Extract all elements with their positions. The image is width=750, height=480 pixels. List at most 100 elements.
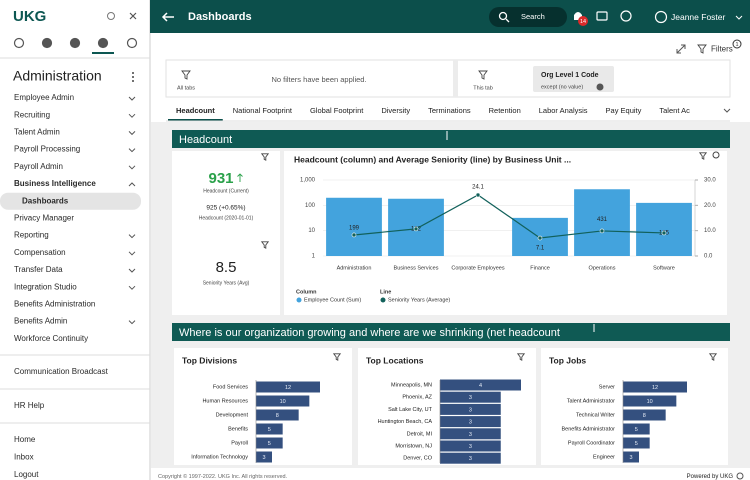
kpi-compare: 925 (+0.65%) bbox=[206, 205, 245, 212]
bar[interactable] bbox=[636, 202, 692, 256]
kebab-dot bbox=[132, 76, 134, 78]
menu-item[interactable]: Compensation bbox=[14, 248, 66, 257]
pin-icon[interactable] bbox=[107, 12, 115, 20]
menu-item[interactable]: Inbox bbox=[14, 453, 34, 462]
menu-item[interactable]: Reporting bbox=[14, 231, 49, 240]
tab[interactable]: Talent Ac bbox=[659, 106, 690, 115]
menu-item[interactable]: Payroll Admin bbox=[14, 162, 63, 171]
bar[interactable] bbox=[256, 409, 299, 421]
bar[interactable] bbox=[623, 409, 666, 421]
bar[interactable] bbox=[440, 391, 501, 403]
bar-label: 5 bbox=[635, 427, 638, 433]
nav-icon[interactable] bbox=[13, 37, 25, 49]
filter-scope: All tabs bbox=[177, 85, 195, 91]
menu-item[interactable]: Workforce Continuity bbox=[14, 334, 88, 343]
tab[interactable]: Pay Equity bbox=[606, 106, 642, 115]
tab[interactable]: National Footprint bbox=[233, 106, 293, 115]
bar-label: 3 bbox=[469, 407, 472, 413]
bar[interactable] bbox=[440, 403, 501, 415]
menu-item[interactable]: Recruiting bbox=[14, 110, 50, 119]
menu-item[interactable]: Benefits Administration bbox=[14, 300, 95, 309]
bar[interactable] bbox=[623, 381, 687, 393]
avatar-icon[interactable] bbox=[654, 10, 668, 24]
bar[interactable] bbox=[256, 423, 283, 435]
bar[interactable] bbox=[623, 423, 650, 435]
tab[interactable]: Terminations bbox=[428, 106, 471, 115]
filters-button[interactable]: Filters bbox=[711, 45, 733, 54]
nav-icon[interactable] bbox=[69, 37, 81, 49]
bar[interactable] bbox=[440, 428, 501, 440]
card-title: Top Jobs bbox=[549, 355, 586, 365]
filter-icon[interactable] bbox=[332, 353, 342, 361]
filter-icon[interactable] bbox=[516, 353, 526, 361]
bar[interactable] bbox=[440, 452, 501, 464]
menu-item[interactable]: Privacy Manager bbox=[14, 214, 74, 223]
bar[interactable] bbox=[623, 395, 677, 407]
menu-item[interactable]: Dashboards bbox=[22, 196, 69, 205]
bar[interactable] bbox=[256, 395, 310, 407]
tab[interactable]: Labor Analysis bbox=[539, 106, 588, 115]
bar[interactable] bbox=[256, 381, 320, 393]
close-icon[interactable] bbox=[129, 12, 137, 20]
line-point[interactable] bbox=[599, 228, 605, 234]
bar[interactable] bbox=[440, 379, 521, 391]
menu-item[interactable]: Communication Broadcast bbox=[14, 367, 109, 376]
filter-icon[interactable] bbox=[478, 70, 488, 80]
notification-badge bbox=[578, 16, 588, 26]
menu-item[interactable]: Employee Admin bbox=[14, 93, 74, 102]
filter-icon[interactable] bbox=[698, 152, 708, 160]
tab[interactable]: Global Footprint bbox=[310, 106, 364, 115]
menu-item[interactable]: Talent Admin bbox=[14, 128, 60, 137]
expand-icon[interactable] bbox=[676, 44, 686, 54]
legend-label[interactable]: Employee Count (Sum) bbox=[304, 297, 361, 303]
filter-icon[interactable] bbox=[181, 70, 191, 80]
menu-item[interactable]: Integration Studio bbox=[14, 282, 77, 291]
menu-item[interactable]: Business Intelligence bbox=[14, 179, 96, 188]
legend-swatch bbox=[296, 297, 302, 303]
menu-item[interactable]: Payroll Processing bbox=[14, 145, 80, 154]
tab[interactable]: Retention bbox=[489, 106, 521, 115]
bar-label: 3 bbox=[469, 395, 472, 401]
bar[interactable] bbox=[574, 189, 630, 256]
filter-icon[interactable] bbox=[260, 153, 270, 161]
menu-item[interactable]: Transfer Data bbox=[14, 265, 63, 274]
legend-label[interactable]: Seniority Years (Average) bbox=[388, 297, 450, 303]
tab[interactable]: Headcount bbox=[176, 106, 215, 115]
chip-remove[interactable] bbox=[596, 83, 604, 91]
bar[interactable] bbox=[440, 416, 501, 428]
filter-icon[interactable] bbox=[708, 353, 718, 361]
filter-icon[interactable] bbox=[260, 241, 270, 249]
filter-chip[interactable] bbox=[533, 66, 614, 92]
bar[interactable] bbox=[256, 437, 283, 449]
bar[interactable] bbox=[440, 440, 501, 452]
nav-icon[interactable] bbox=[126, 37, 138, 49]
y2-tick-label: 30.0 bbox=[704, 178, 716, 184]
line-point[interactable] bbox=[537, 235, 543, 241]
tab[interactable]: Diversity bbox=[381, 106, 410, 115]
menu-item[interactable]: Home bbox=[14, 435, 36, 444]
line-point[interactable] bbox=[661, 230, 667, 236]
user-name[interactable]: Jeanne Foster bbox=[671, 12, 726, 22]
back-arrow[interactable] bbox=[161, 12, 174, 22]
message-icon[interactable] bbox=[596, 11, 608, 21]
bar[interactable] bbox=[623, 437, 650, 449]
nav-icon[interactable] bbox=[97, 37, 109, 49]
filter-icon[interactable] bbox=[697, 44, 707, 54]
line-point[interactable] bbox=[351, 232, 357, 238]
help-icon[interactable] bbox=[620, 10, 632, 22]
menu-item[interactable]: Benefits Admin bbox=[14, 317, 67, 326]
filter-empty: No filters have been applied. bbox=[271, 75, 366, 84]
line-point[interactable] bbox=[475, 192, 481, 198]
bar[interactable] bbox=[623, 451, 639, 463]
bar-category: Information Technology bbox=[191, 454, 248, 460]
bar[interactable] bbox=[326, 197, 382, 256]
sidebar bbox=[0, 0, 150, 480]
line-point[interactable] bbox=[413, 226, 419, 232]
nav-icon[interactable] bbox=[41, 37, 53, 49]
menu-item[interactable]: HR Help bbox=[14, 401, 45, 410]
card-title: Top Locations bbox=[366, 355, 424, 365]
info-icon[interactable] bbox=[712, 151, 720, 159]
menu-item[interactable]: Logout bbox=[14, 470, 39, 479]
bar[interactable] bbox=[256, 451, 272, 463]
